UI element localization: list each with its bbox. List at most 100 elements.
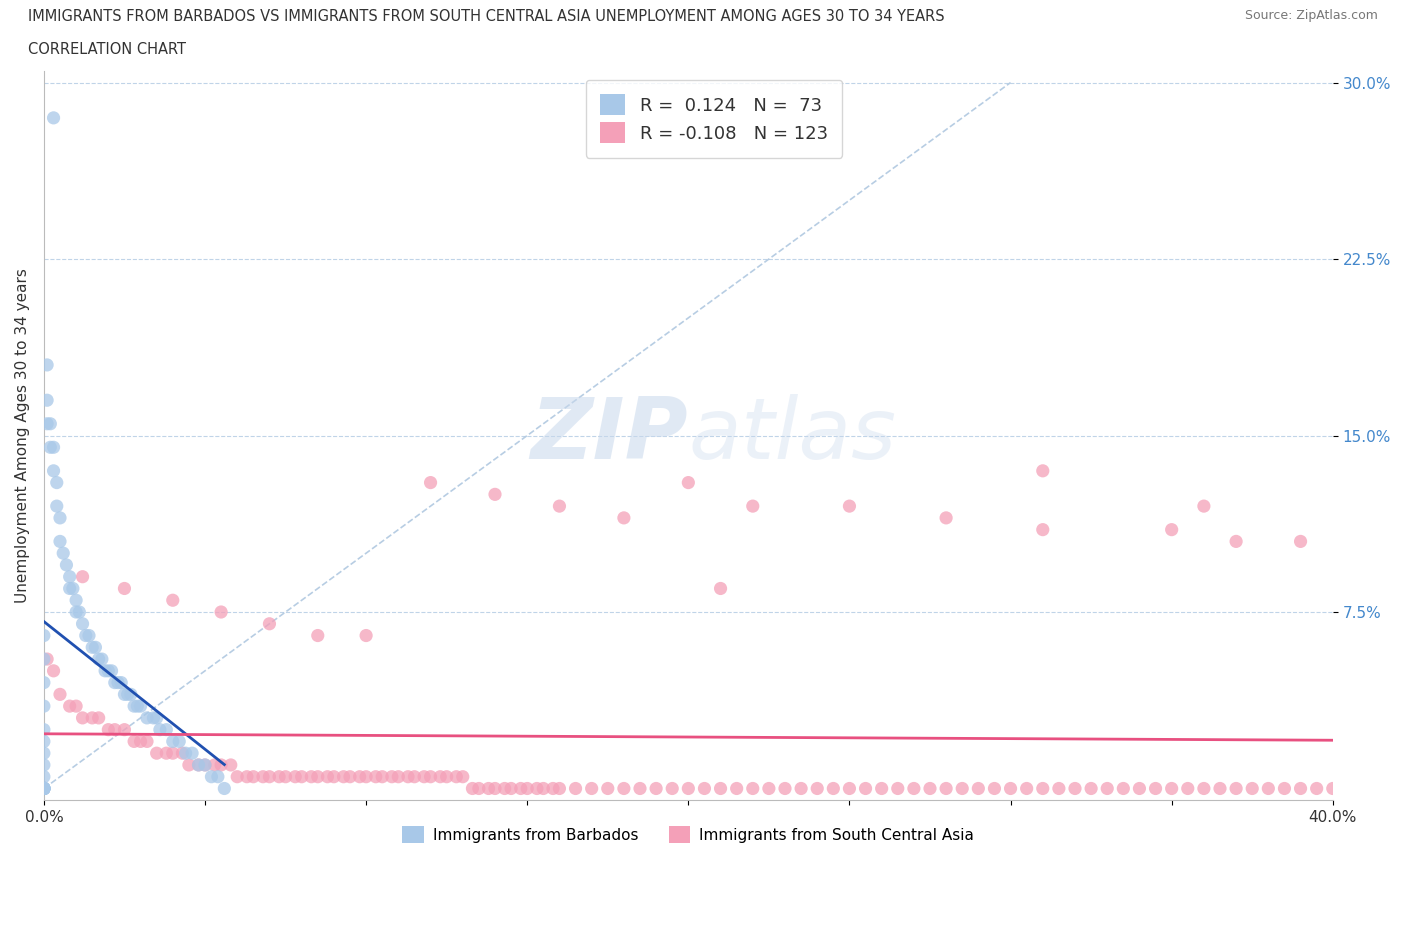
Point bbox=[145, 746, 167, 761]
Point bbox=[419, 475, 441, 490]
Text: ZIP: ZIP bbox=[530, 394, 689, 477]
Text: Source: ZipAtlas.com: Source: ZipAtlas.com bbox=[1244, 9, 1378, 22]
Point bbox=[32, 675, 55, 690]
Point bbox=[49, 534, 72, 549]
Point bbox=[42, 440, 65, 455]
Point bbox=[55, 557, 77, 572]
Point bbox=[32, 781, 55, 796]
Point bbox=[59, 581, 82, 596]
Point bbox=[1095, 781, 1118, 796]
Point bbox=[693, 781, 716, 796]
Point bbox=[32, 698, 55, 713]
Point bbox=[371, 769, 394, 784]
Point bbox=[806, 781, 828, 796]
Point bbox=[219, 758, 242, 773]
Point bbox=[181, 746, 204, 761]
Point bbox=[1305, 781, 1327, 796]
Point bbox=[709, 781, 731, 796]
Point bbox=[1274, 781, 1296, 796]
Point bbox=[299, 769, 322, 784]
Point bbox=[127, 698, 149, 713]
Point bbox=[838, 781, 860, 796]
Point bbox=[501, 781, 523, 796]
Point bbox=[194, 758, 217, 773]
Point bbox=[446, 769, 468, 784]
Point bbox=[187, 758, 209, 773]
Point bbox=[596, 781, 619, 796]
Point bbox=[42, 463, 65, 478]
Point bbox=[823, 781, 845, 796]
Point bbox=[162, 734, 184, 749]
Point bbox=[75, 628, 97, 643]
Point bbox=[45, 498, 67, 513]
Point bbox=[97, 723, 120, 737]
Text: atlas: atlas bbox=[689, 394, 897, 477]
Point bbox=[354, 628, 377, 643]
Point bbox=[259, 769, 281, 784]
Point bbox=[887, 781, 910, 796]
Point bbox=[967, 781, 990, 796]
Point bbox=[1225, 534, 1247, 549]
Point bbox=[65, 604, 87, 619]
Point bbox=[120, 687, 142, 702]
Point bbox=[204, 758, 226, 773]
Point bbox=[349, 769, 371, 784]
Point bbox=[155, 746, 177, 761]
Point bbox=[194, 758, 217, 773]
Point bbox=[32, 781, 55, 796]
Point bbox=[678, 781, 700, 796]
Point bbox=[332, 769, 354, 784]
Point bbox=[167, 734, 190, 749]
Point bbox=[526, 781, 548, 796]
Point bbox=[72, 711, 94, 725]
Point bbox=[39, 417, 62, 432]
Point bbox=[1015, 781, 1038, 796]
Point bbox=[32, 652, 55, 667]
Point bbox=[107, 675, 129, 690]
Point bbox=[935, 511, 957, 525]
Point bbox=[162, 746, 184, 761]
Point bbox=[291, 769, 314, 784]
Point bbox=[122, 698, 145, 713]
Point bbox=[149, 723, 172, 737]
Point bbox=[322, 769, 344, 784]
Point bbox=[1064, 781, 1087, 796]
Point bbox=[32, 628, 55, 643]
Point bbox=[1112, 781, 1135, 796]
Point bbox=[339, 769, 361, 784]
Point bbox=[870, 781, 893, 796]
Point bbox=[1209, 781, 1232, 796]
Point bbox=[32, 781, 55, 796]
Point bbox=[39, 440, 62, 455]
Point bbox=[117, 687, 139, 702]
Point bbox=[316, 769, 339, 784]
Point bbox=[484, 487, 506, 502]
Point bbox=[725, 781, 748, 796]
Point bbox=[59, 569, 82, 584]
Point bbox=[122, 734, 145, 749]
Point bbox=[145, 711, 167, 725]
Point bbox=[364, 769, 387, 784]
Point bbox=[129, 698, 152, 713]
Point bbox=[45, 475, 67, 490]
Point bbox=[65, 698, 87, 713]
Point bbox=[1000, 781, 1022, 796]
Point bbox=[242, 769, 264, 784]
Point bbox=[49, 511, 72, 525]
Point bbox=[269, 769, 291, 784]
Point bbox=[1032, 523, 1054, 538]
Point bbox=[136, 711, 159, 725]
Point bbox=[59, 698, 82, 713]
Point bbox=[1289, 781, 1312, 796]
Point bbox=[436, 769, 458, 784]
Point bbox=[935, 781, 957, 796]
Point bbox=[42, 111, 65, 126]
Point bbox=[37, 392, 59, 407]
Point bbox=[114, 581, 136, 596]
Point bbox=[307, 769, 329, 784]
Point bbox=[200, 769, 222, 784]
Point bbox=[1080, 781, 1102, 796]
Point bbox=[32, 781, 55, 796]
Point bbox=[37, 357, 59, 372]
Point bbox=[741, 781, 763, 796]
